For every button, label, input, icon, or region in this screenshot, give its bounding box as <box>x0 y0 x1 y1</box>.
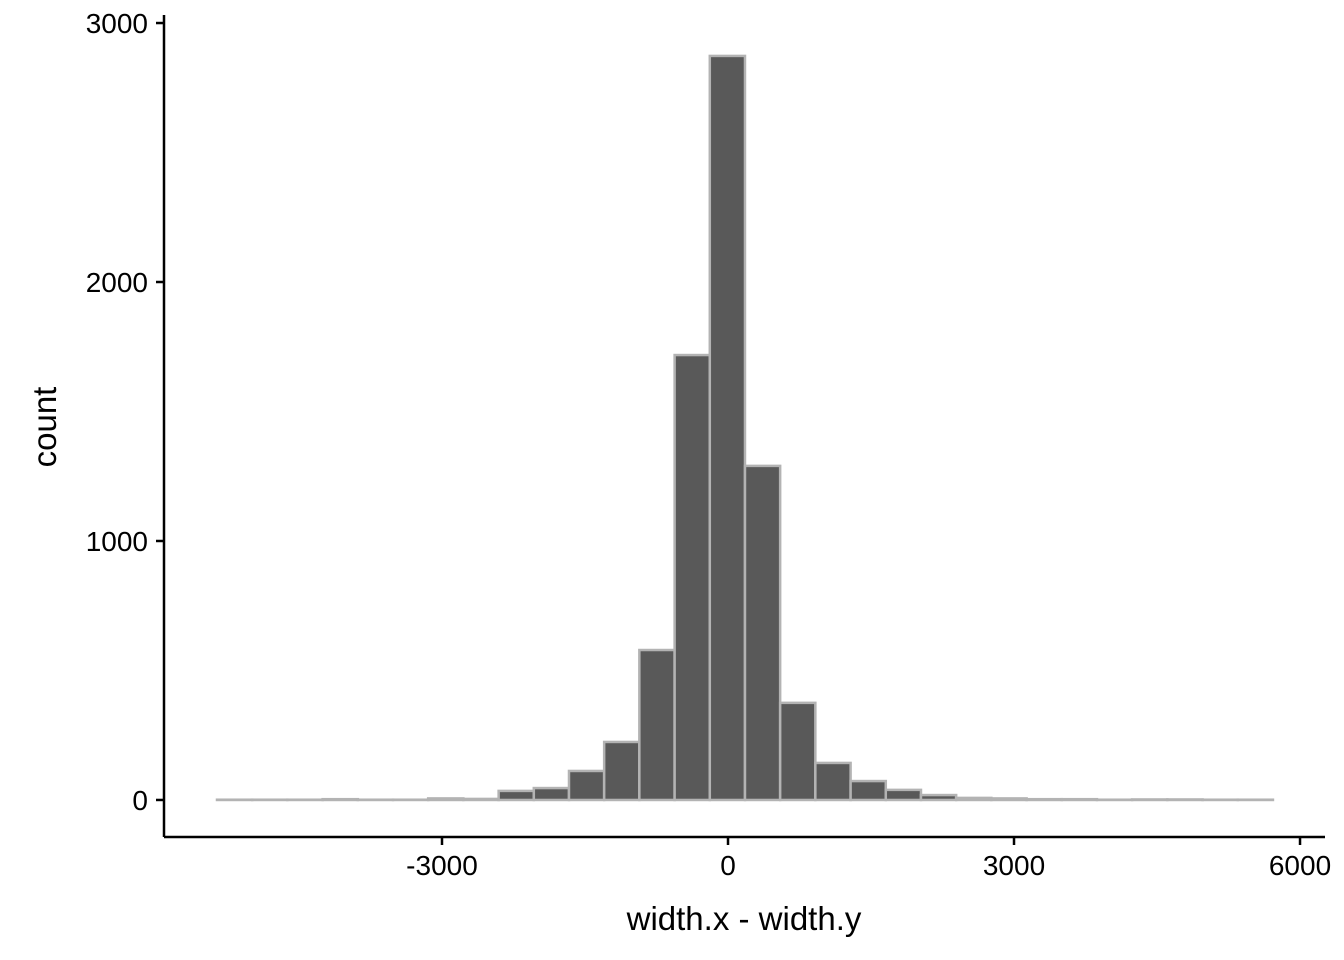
bar <box>673 353 712 802</box>
bar <box>1060 797 1099 802</box>
bar <box>497 789 536 802</box>
x-tick-label: 0 <box>720 850 736 881</box>
x-tick-label: -3000 <box>406 850 478 881</box>
y-tick-label: 1000 <box>86 526 148 557</box>
bar <box>743 464 782 802</box>
bar <box>426 797 465 802</box>
bar <box>567 769 606 802</box>
x-tick-label: 6000 <box>1269 850 1331 881</box>
bar <box>954 796 993 802</box>
bar <box>462 797 500 802</box>
bar <box>602 740 641 802</box>
bar <box>708 54 747 802</box>
bar <box>884 788 923 802</box>
bar <box>814 761 852 802</box>
x-axis-label: width.x - width.y <box>626 900 862 937</box>
bar <box>919 793 958 802</box>
y-axis-label: count <box>26 387 63 468</box>
bar <box>849 779 888 802</box>
bar <box>1166 798 1204 802</box>
bar <box>1025 797 1064 802</box>
y-tick-label: 2000 <box>86 267 148 298</box>
bar <box>532 786 571 802</box>
bar <box>638 648 676 802</box>
x-tick-label: 3000 <box>983 850 1045 881</box>
y-tick-label: 0 <box>132 785 148 816</box>
bar <box>321 797 360 802</box>
y-tick-label: 3000 <box>86 8 148 39</box>
bar <box>990 797 1028 802</box>
bar <box>778 701 817 802</box>
bar <box>1130 798 1169 802</box>
